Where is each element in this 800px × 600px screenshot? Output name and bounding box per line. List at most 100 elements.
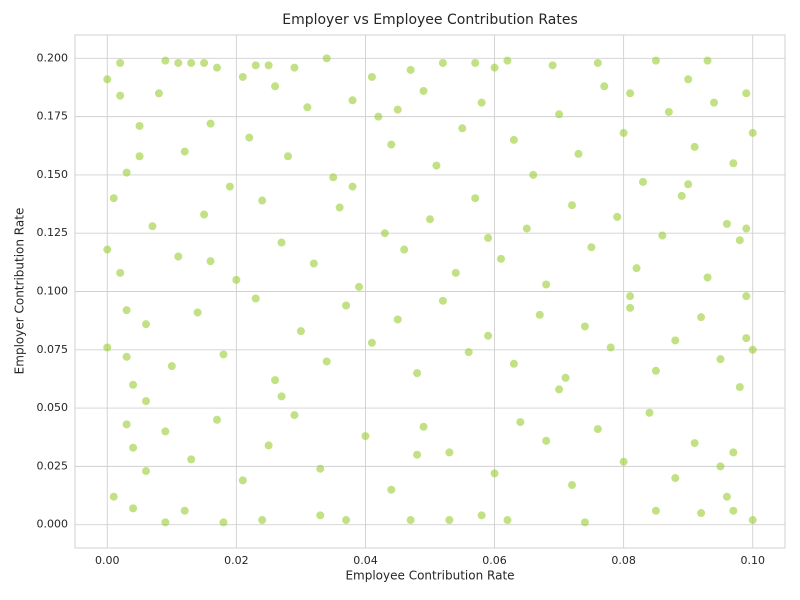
point	[309, 259, 318, 268]
x-tick-label: 0.08	[611, 554, 636, 567]
point	[716, 355, 725, 364]
point	[716, 462, 725, 471]
point	[419, 422, 428, 431]
point	[438, 58, 447, 67]
point	[322, 357, 331, 366]
point	[484, 233, 493, 242]
point	[742, 334, 751, 343]
point	[122, 168, 131, 177]
point	[477, 98, 486, 107]
point	[613, 212, 622, 221]
point	[161, 518, 170, 527]
point	[542, 280, 551, 289]
point	[593, 425, 602, 434]
point	[464, 348, 473, 357]
y-tick-label: 0.200	[37, 51, 69, 64]
point	[471, 58, 480, 67]
point	[206, 119, 215, 128]
point	[458, 124, 467, 133]
point	[490, 469, 499, 478]
point	[600, 82, 609, 91]
point	[193, 308, 202, 317]
point	[232, 275, 241, 284]
point	[484, 331, 493, 340]
point	[387, 140, 396, 149]
point	[445, 448, 454, 457]
point	[632, 264, 641, 273]
point	[438, 296, 447, 305]
point	[509, 135, 518, 144]
point	[742, 224, 751, 233]
point	[671, 336, 680, 345]
point	[103, 245, 112, 254]
point	[174, 58, 183, 67]
point	[555, 110, 564, 119]
point	[238, 72, 247, 81]
point	[135, 121, 144, 130]
point	[277, 392, 286, 401]
point	[697, 313, 706, 322]
point	[690, 142, 699, 151]
point	[148, 222, 157, 231]
point	[742, 89, 751, 98]
point	[116, 268, 125, 277]
point	[296, 327, 305, 336]
point	[722, 492, 731, 501]
y-tick-label: 0.175	[37, 110, 69, 123]
point	[645, 408, 654, 417]
point	[535, 310, 544, 319]
point	[187, 58, 196, 67]
point	[451, 268, 460, 277]
x-axis-label: Employee Contribution Rate	[345, 569, 514, 583]
point	[393, 315, 402, 324]
point	[574, 149, 583, 158]
y-tick-label: 0.150	[37, 168, 69, 181]
y-axis-label: Employer Contribution Rate	[13, 208, 27, 375]
point	[748, 516, 757, 525]
point	[135, 152, 144, 161]
point	[251, 61, 260, 70]
point	[522, 224, 531, 233]
point	[529, 170, 538, 179]
point	[142, 467, 150, 476]
point	[251, 294, 260, 303]
point	[122, 306, 131, 315]
point	[729, 159, 738, 168]
point	[626, 89, 635, 98]
point	[361, 432, 370, 441]
point	[471, 194, 480, 203]
point	[219, 350, 228, 359]
point	[445, 516, 454, 525]
point	[129, 443, 138, 452]
point	[109, 194, 118, 203]
y-tick-label: 0.100	[37, 285, 69, 298]
point	[122, 420, 131, 429]
point	[742, 292, 751, 301]
point	[348, 96, 357, 105]
point	[284, 152, 292, 161]
point	[580, 518, 589, 527]
point	[748, 345, 757, 354]
point	[122, 352, 131, 361]
point	[735, 383, 744, 392]
point	[167, 362, 176, 371]
point	[393, 105, 402, 114]
point	[639, 177, 647, 186]
point	[477, 511, 486, 520]
point	[238, 476, 247, 485]
point	[342, 516, 351, 525]
point	[225, 182, 234, 191]
point	[593, 58, 602, 67]
point	[497, 254, 505, 263]
point	[651, 366, 660, 375]
point	[316, 464, 325, 473]
point	[316, 511, 325, 520]
x-tick-label: 0.02	[224, 554, 249, 567]
point	[180, 506, 189, 515]
point	[264, 61, 273, 70]
point	[109, 492, 118, 501]
point	[555, 385, 564, 394]
point	[735, 236, 744, 245]
point	[200, 58, 209, 67]
